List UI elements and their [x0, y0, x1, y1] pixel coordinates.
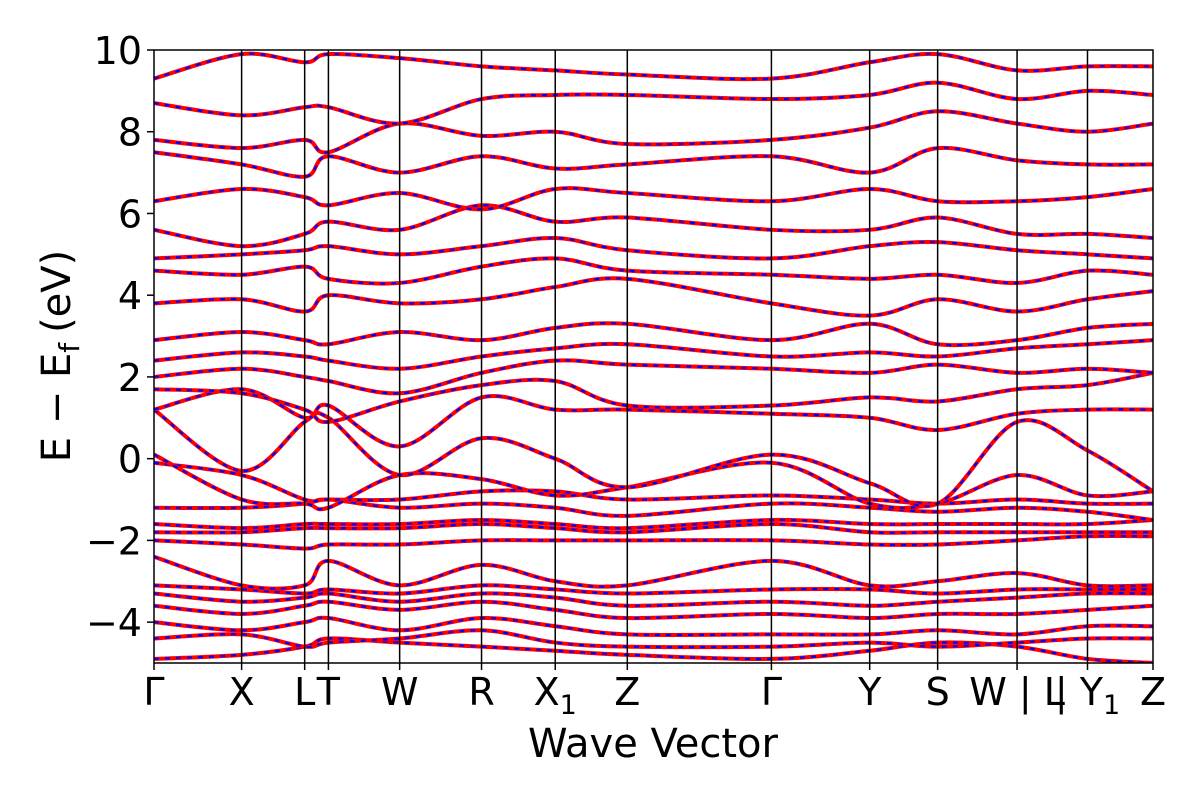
band-line-dashed-18: [154, 322, 1153, 347]
x-tick-label-sub: 1: [560, 690, 577, 721]
plot-frame: [153, 49, 1154, 664]
y-axis-ticks: −4 −2 0 2 4 6 8 10: [86, 29, 154, 645]
band-line-dashed-12: [154, 453, 1153, 511]
x-tick-label-0: Γ: [143, 670, 164, 714]
x-tick-label-main: Γ: [761, 670, 782, 714]
y-tick-label-0: −4: [86, 601, 142, 645]
x-tick-label-5: R: [468, 670, 494, 714]
x-axis-label: Wave Vector: [528, 721, 779, 767]
x-tick-label-11: W | L: [969, 670, 1065, 715]
band-line-dashed-3: [154, 600, 1153, 620]
band-line-dashed-9: [154, 518, 1153, 530]
y-tick-label-5: 6: [118, 192, 142, 236]
band-line-dashed-23: [154, 187, 1153, 211]
x-tick-label-12: | Y1: [1055, 670, 1120, 721]
y-axis-label-unit: (eV): [34, 250, 80, 333]
band-line-dashed-22: [154, 204, 1153, 248]
x-tick-label-main: S: [926, 670, 950, 714]
band-line-dashed-1: [154, 629, 1153, 649]
bands-layer: [154, 51, 1153, 663]
x-tick-label-1: X: [229, 670, 255, 714]
band-line-dashed-4: [154, 592, 1153, 607]
x-tick-label-2: L: [294, 670, 315, 714]
x-tick-label-6: X1: [534, 670, 577, 721]
y-tick-label-4: 4: [118, 274, 142, 318]
band-line-dashed-19: [154, 277, 1153, 317]
band-line-dashed-27: [154, 52, 1153, 81]
x-tick-label-main: | Y: [1055, 670, 1104, 715]
band-line-dashed-20: [154, 257, 1153, 285]
band-line-6: [154, 554, 1153, 591]
band-line-dashed-25: [154, 110, 1153, 154]
y-tick-label-1: −2: [86, 519, 142, 563]
band-line-dashed-24: [154, 146, 1153, 178]
band-line-dashed-11: [154, 461, 1153, 506]
y-tick-label-6: 8: [118, 111, 142, 155]
x-tick-label-main: R: [468, 670, 494, 714]
x-tick-label-main: W: [381, 670, 419, 714]
y-tick-label-7: 10: [94, 29, 142, 73]
x-tick-label-9: Y: [857, 670, 882, 714]
band-line-dashed-8: [154, 522, 1153, 534]
band-line-dashed-17: [154, 339, 1153, 370]
x-tick-label-sub: 1: [1103, 690, 1120, 721]
band-line-dashed-21: [154, 236, 1153, 260]
x-tick-label-7: Z: [614, 670, 640, 714]
x-axis-ticks: Γ X L T W R X1 Z Γ Y S W | L| Y1 Z: [143, 663, 1166, 721]
band-line-dashed-2: [154, 616, 1153, 637]
x-tick-label-main: W | L: [969, 670, 1065, 715]
x-tick-label-main: Z: [1140, 670, 1166, 714]
y-axis-label-sub: f: [53, 342, 86, 353]
band-line-dashed-15: [154, 371, 1153, 424]
x-tick-label-main: T: [316, 670, 341, 714]
x-tick-label-4: W: [381, 670, 419, 714]
band-line-dashed-5: [154, 584, 1153, 595]
x-tick-label-main: Γ: [143, 670, 164, 714]
x-tick-label-main: X: [534, 670, 560, 714]
x-tick-label-main: Z: [614, 670, 640, 714]
high-symmetry-lines: [240, 50, 1089, 663]
x-tick-label-10: S: [926, 670, 950, 714]
y-tick-label-2: 0: [118, 438, 142, 482]
x-tick-label-13: Z: [1140, 670, 1166, 714]
band-line-dashed-7: [154, 534, 1153, 550]
y-axis-label: E − Ef (eV): [34, 250, 86, 463]
y-axis-label-main: E − E: [34, 353, 80, 463]
y-tick-label-3: 2: [118, 356, 142, 400]
band-line-dashed-16: [154, 359, 1153, 395]
band-line-dashed-14: [154, 388, 1153, 448]
x-tick-label-3: T: [316, 670, 341, 714]
x-tick-label-8: Γ: [761, 670, 782, 714]
x-tick-label-main: Y: [857, 670, 882, 714]
x-tick-label-main: X: [229, 670, 255, 714]
band-line-dashed-26: [154, 81, 1153, 125]
x-tick-label-main: L: [294, 670, 315, 714]
